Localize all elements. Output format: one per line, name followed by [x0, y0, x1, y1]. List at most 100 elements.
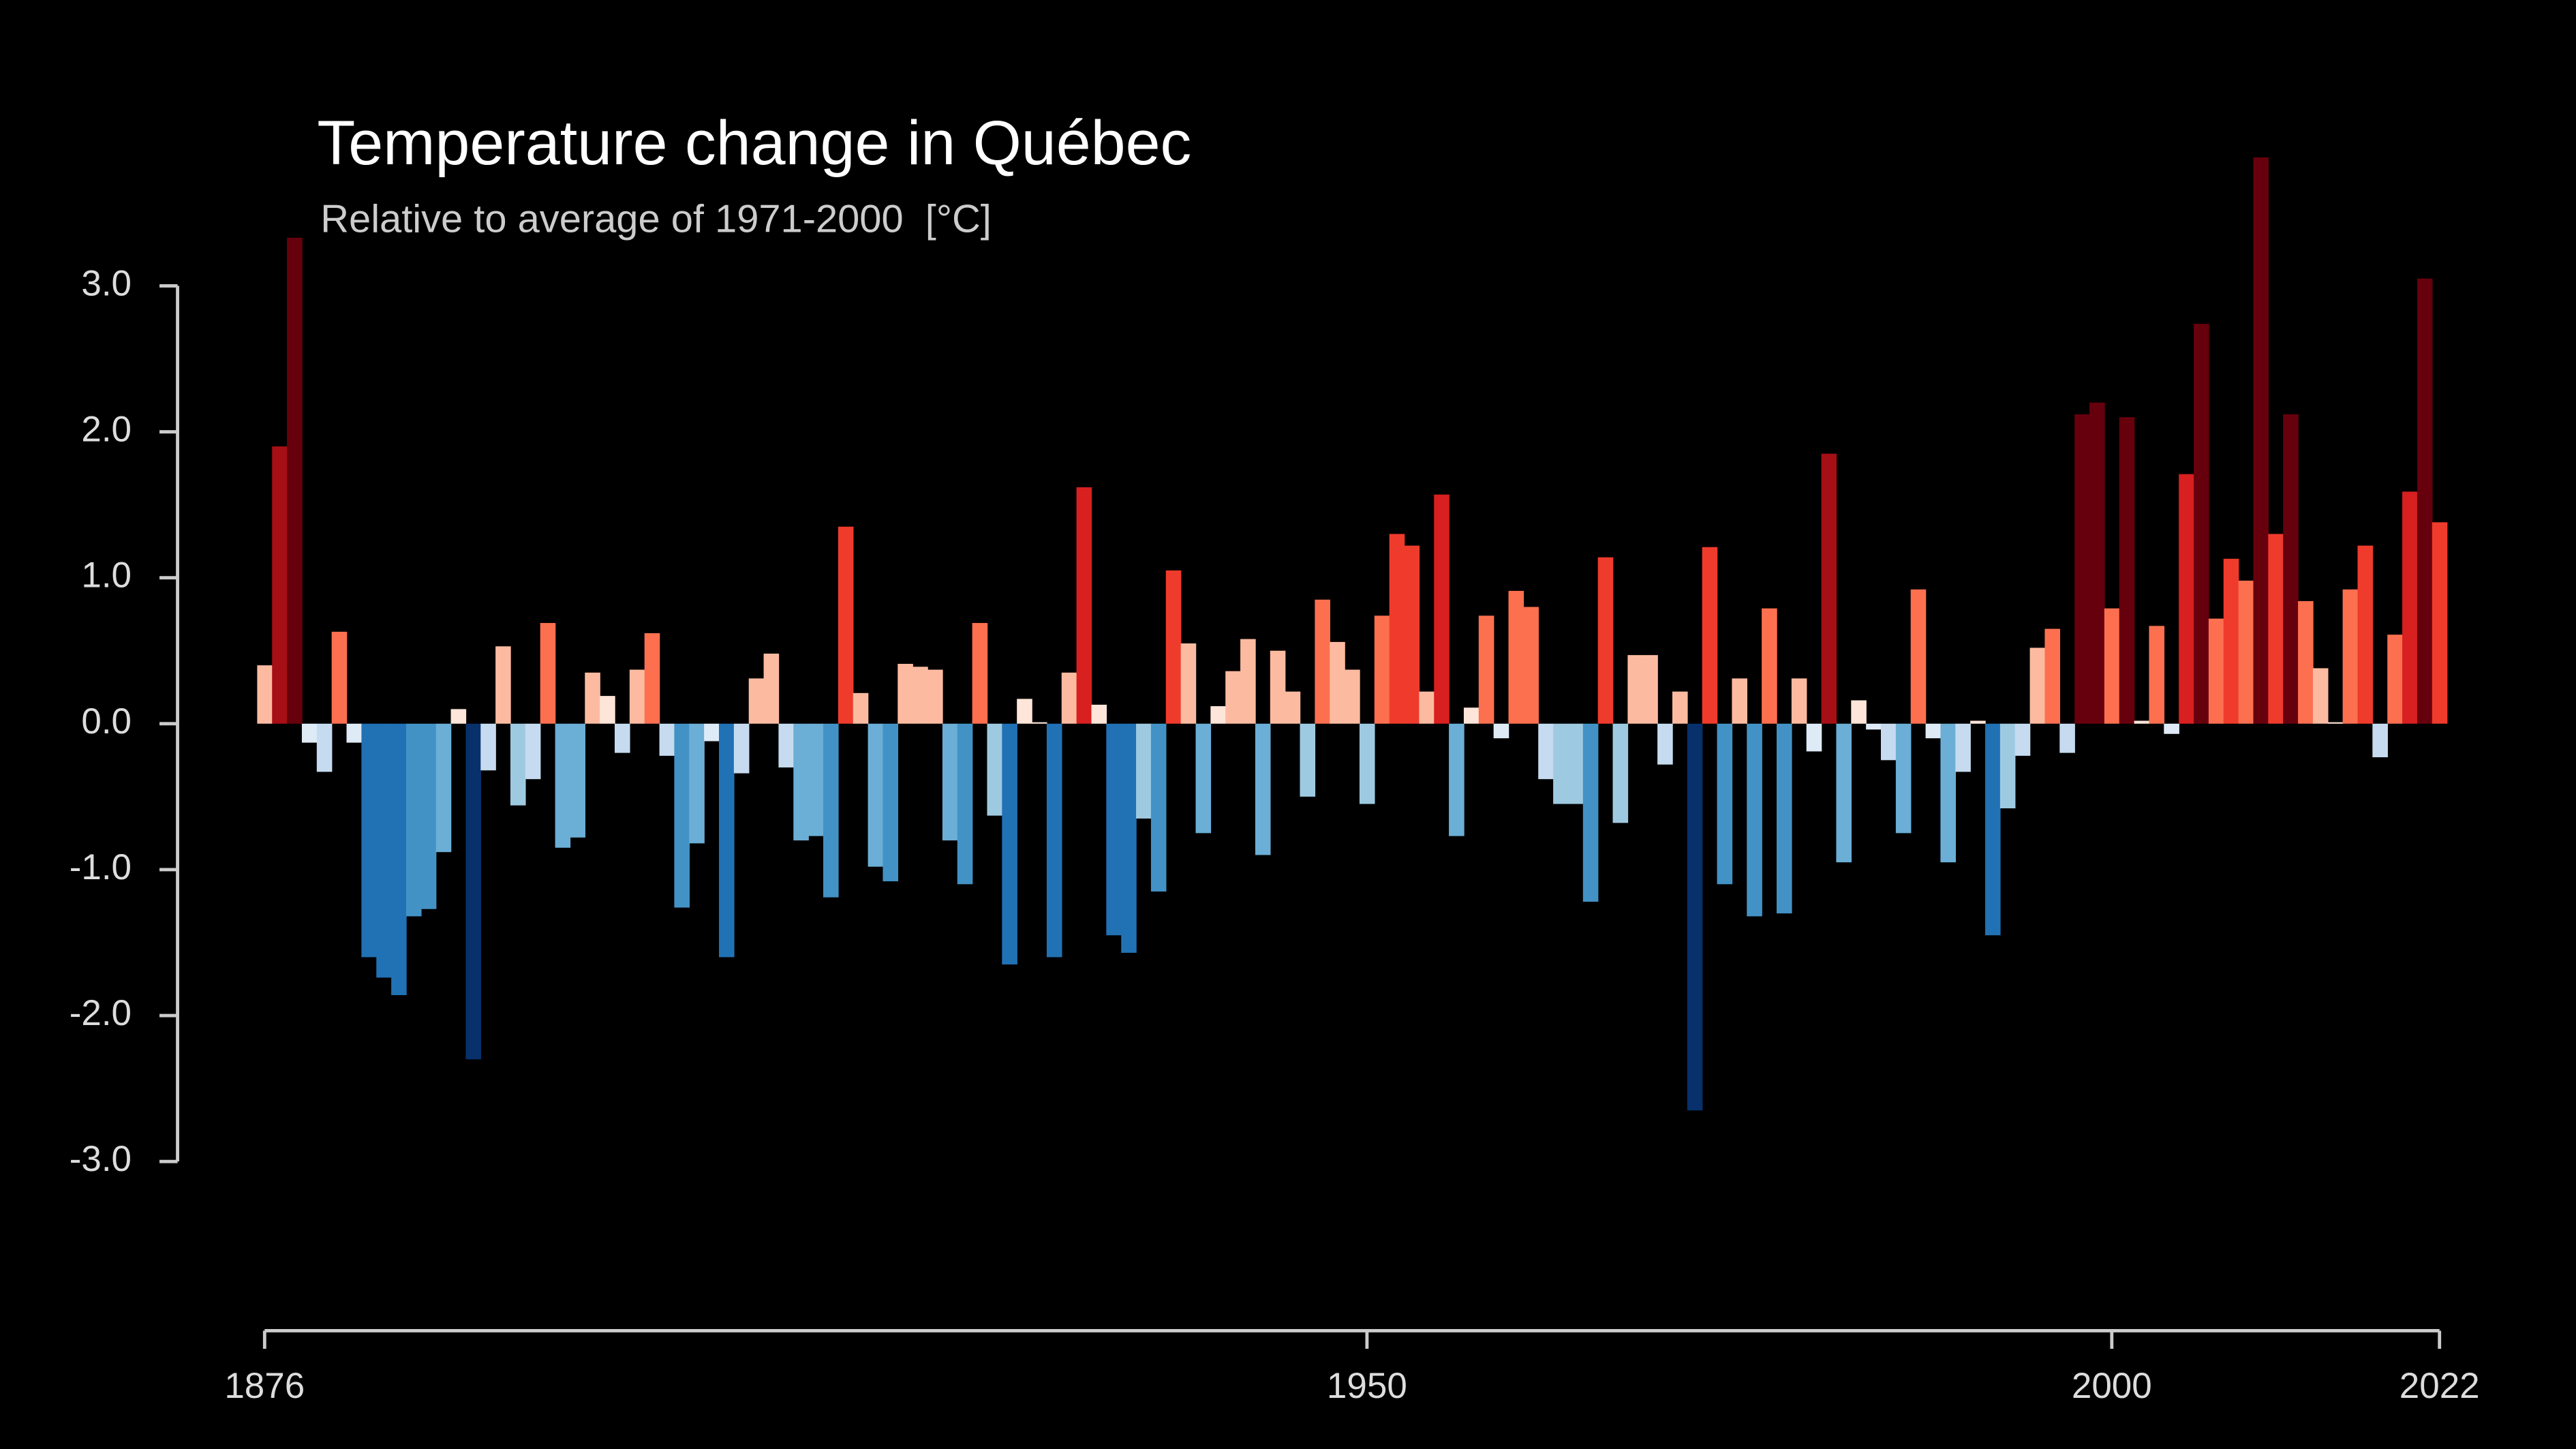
bar: [838, 526, 854, 724]
bar: [1866, 723, 1882, 730]
bar: [2402, 491, 2418, 724]
bar: [1508, 590, 1524, 724]
bar: [2357, 545, 2374, 724]
bar: [257, 665, 273, 724]
bar: [2387, 635, 2403, 724]
bar: [748, 678, 765, 724]
bar: [1821, 453, 1837, 724]
bar: [301, 723, 318, 743]
x-tick-label: 2000: [2072, 1366, 2152, 1406]
bar: [316, 723, 333, 772]
bar: [1732, 678, 1747, 724]
bar: [1597, 557, 1614, 724]
bar: [2149, 626, 2165, 724]
bar: [1434, 494, 1450, 724]
bar: [1910, 589, 1927, 724]
bar: [1895, 723, 1912, 834]
bar: [1642, 655, 1658, 724]
bar: [1389, 534, 1405, 724]
plot-area: 3.0 2.0 1.0 0.0 -1.0 -2.0 -3.0 1876 1950 2000 2022: [70, 157, 2480, 1406]
chart-subtitle: Relative to average of 1971-2000 [°C]: [320, 198, 992, 241]
bar: [883, 723, 899, 882]
bar: [1567, 723, 1584, 804]
bar: [346, 723, 363, 743]
bar: [868, 723, 884, 867]
bar: [1702, 547, 1718, 724]
bar: [2268, 534, 2284, 724]
bar: [1538, 723, 1554, 780]
bar: [689, 723, 705, 844]
bar: [2298, 600, 2314, 724]
bar: [1791, 678, 1807, 724]
bar: [2164, 723, 2179, 734]
bar: [1493, 723, 1509, 739]
bar: [361, 723, 377, 958]
bar: [570, 723, 585, 838]
bar: [1106, 723, 1122, 936]
bar: [987, 723, 1003, 816]
bar: [957, 723, 973, 885]
bar: [2223, 558, 2239, 724]
bar: [2208, 618, 2224, 724]
bar: [1672, 691, 1688, 724]
bar: [1776, 723, 1792, 914]
bar: [465, 723, 481, 1060]
bar: [1970, 720, 1986, 724]
bar: [2179, 474, 2194, 724]
bar: [644, 633, 660, 724]
bar: [2342, 589, 2359, 724]
bar: [1925, 723, 1942, 739]
bar: [1210, 706, 1226, 724]
bar: [1657, 723, 1673, 765]
bar: [435, 723, 452, 853]
bar: [1612, 723, 1629, 823]
bar: [1449, 723, 1465, 836]
bar: [1270, 650, 1286, 724]
bar: [2014, 723, 2031, 756]
bar: [540, 623, 556, 724]
y-tick-label: 3.0: [81, 263, 132, 303]
bar: [1285, 691, 1301, 724]
bar: [1300, 723, 1316, 797]
bar: [555, 723, 571, 848]
bar: [1806, 723, 1822, 752]
bar: [1985, 723, 2001, 936]
bar: [331, 631, 348, 724]
bar: [659, 723, 675, 756]
bar: [733, 723, 750, 774]
chart-title: Temperature change in Québec: [317, 108, 1191, 178]
bar: [2238, 580, 2254, 724]
x-tick-label: 1876: [224, 1366, 305, 1406]
y-tick-label: -3.0: [70, 1139, 132, 1179]
bar: [376, 723, 392, 978]
bar: [1091, 704, 1107, 724]
bar: [2312, 668, 2329, 724]
bar: [495, 646, 511, 724]
bar: [2059, 723, 2075, 753]
y-tick-label: -2.0: [70, 993, 132, 1033]
bar: [1687, 723, 1703, 1111]
bar: [480, 723, 496, 771]
bar: [1359, 723, 1375, 804]
bar: [450, 709, 467, 724]
bar: [1121, 723, 1137, 953]
bar: [600, 696, 615, 724]
bar: [823, 723, 839, 898]
bar: [1955, 723, 1971, 772]
bar: [1255, 723, 1271, 855]
bar: [674, 723, 690, 908]
bar: [913, 667, 928, 724]
bar: [525, 723, 541, 780]
bar: [1002, 723, 1017, 965]
y-tick-label: 2.0: [81, 410, 132, 450]
bar: [1463, 707, 1479, 724]
bar: [1478, 615, 1494, 724]
bar: [927, 669, 943, 724]
bar: [2283, 414, 2299, 724]
bar: [405, 723, 422, 917]
bar: [763, 654, 780, 724]
y-tick-label: 0.0: [81, 701, 132, 742]
bar: [1419, 691, 1435, 724]
bar: [391, 723, 407, 996]
bar: [1747, 723, 1762, 917]
